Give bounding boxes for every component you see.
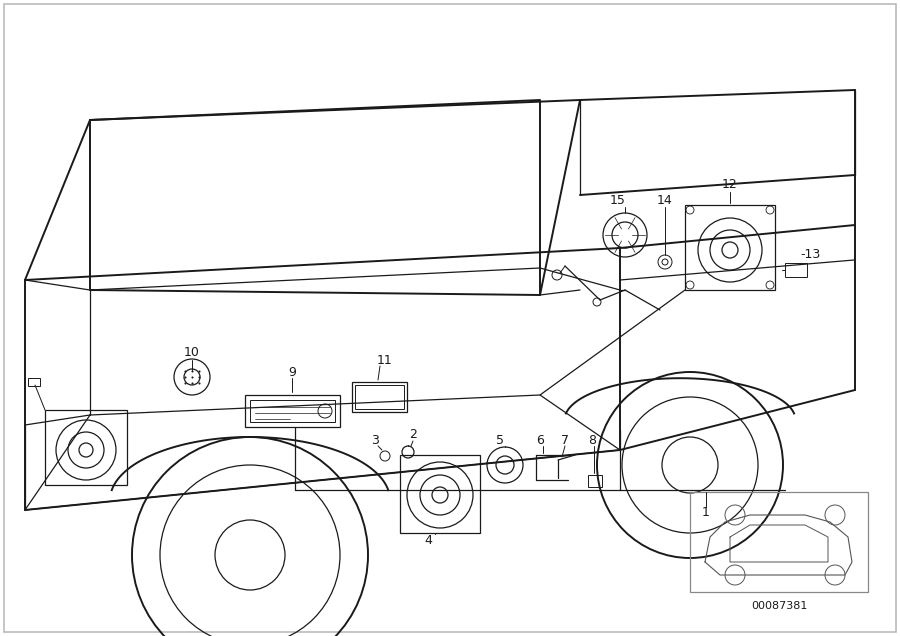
Text: 2: 2 [410, 429, 417, 441]
Text: 6: 6 [536, 434, 544, 446]
Text: 3: 3 [371, 434, 379, 446]
Bar [352, 382, 407, 412]
Bar [45, 410, 127, 485]
Text: 7: 7 [561, 434, 569, 446]
Bar [245, 395, 340, 427]
Text: -13: -13 [800, 249, 820, 261]
Bar [250, 400, 335, 422]
Text: 10: 10 [184, 345, 200, 359]
Text: 15: 15 [610, 193, 626, 207]
Bar [588, 475, 602, 487]
Text: 4: 4 [424, 534, 432, 546]
Text: 5: 5 [496, 434, 504, 446]
Bar [28, 378, 40, 386]
Bar [785, 263, 807, 277]
Text: 1: 1 [702, 506, 710, 520]
Text: 00087381: 00087381 [751, 601, 807, 611]
Bar [355, 385, 404, 409]
Bar [685, 205, 775, 290]
Text: 8: 8 [588, 434, 596, 446]
Text: 11: 11 [377, 354, 393, 366]
Text: 9: 9 [288, 366, 296, 378]
Bar [690, 492, 868, 592]
Bar [400, 455, 480, 533]
Text: 14: 14 [657, 193, 673, 207]
Text: 12: 12 [722, 179, 738, 191]
